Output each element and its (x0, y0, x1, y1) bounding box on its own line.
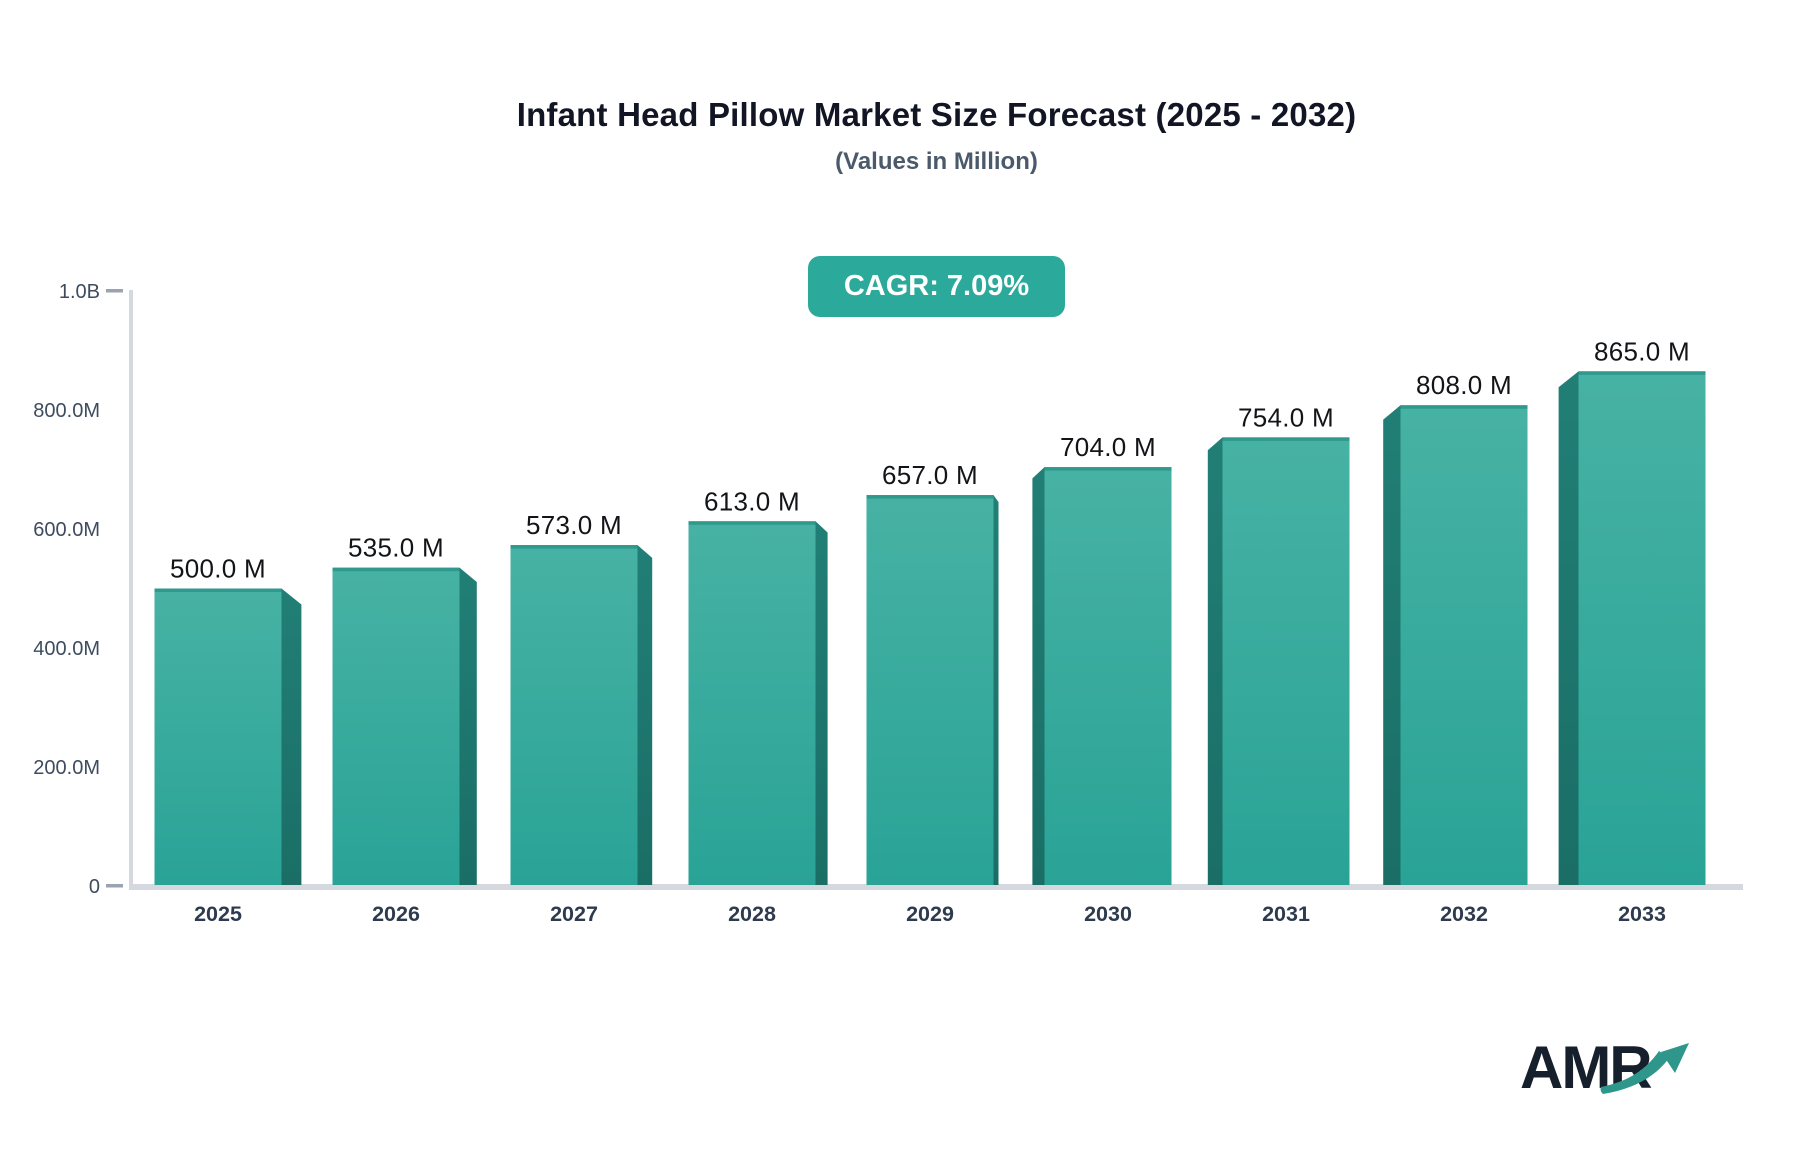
bar-main-face (1400, 405, 1528, 885)
y-tick-label: 600.0M (33, 519, 100, 541)
bar-main-face (866, 495, 994, 885)
bar-top-edge (332, 567, 460, 572)
y-tick-label: 400.0M (33, 638, 100, 660)
x-axis-label: 2027 (550, 902, 598, 926)
bar-value-label: 573.0 M (526, 510, 622, 540)
x-axis-label: 2032 (1440, 902, 1488, 926)
bar-top-edge (1578, 371, 1706, 375)
bar-side-face (637, 545, 653, 885)
chart-header: Infant Head Pillow Market Size Forecast … (131, 96, 1742, 176)
x-axis-label: 2030 (1084, 902, 1132, 926)
bar-2028: 613.0 M 2028 (688, 486, 828, 926)
cagr-badge: CAGR: 7.09% (807, 256, 1066, 317)
bar-main-face (154, 588, 282, 885)
bar-2029: 657.0 M 2029 (866, 460, 999, 926)
x-axis-label: 2028 (728, 902, 776, 926)
y-tick-label: 800.0M (33, 400, 100, 422)
bar-top-edge (1044, 467, 1172, 471)
bar-value-label: 535.0 M (348, 533, 444, 563)
growth-arrow-icon (1600, 1043, 1689, 1094)
x-axis-label: 2025 (194, 902, 242, 926)
y-axis-line (129, 290, 133, 890)
x-axis-line (129, 884, 1743, 890)
logo-text: AMR (1520, 1034, 1652, 1101)
x-axis-label: 2026 (372, 902, 420, 926)
bar-2025: 500.0 M 2025 (154, 554, 302, 926)
bar-side-face (1383, 405, 1401, 885)
bar-top-edge (688, 521, 816, 525)
bar-main-face (332, 567, 460, 885)
page-subtitle: (Values in Million) (835, 148, 1038, 175)
bar-side-face (281, 588, 302, 885)
y-tick-dash (106, 289, 123, 293)
bar-2027: 573.0 M 2027 (510, 510, 653, 926)
x-axis-label: 2033 (1618, 902, 1666, 926)
bar-side-face (1207, 437, 1223, 885)
bar-2030: 704.0 M 2030 (1032, 432, 1172, 926)
bar-side-face (1558, 371, 1579, 885)
bar-main-face (1222, 437, 1350, 885)
bar-2033: 865.0 M 2033 (1558, 336, 1706, 926)
bar-top-edge (154, 588, 282, 592)
bar-value-label: 500.0 M (170, 554, 266, 584)
x-axis-label: 2031 (1262, 902, 1310, 926)
bar-main-face (510, 545, 638, 885)
y-tick-label: 200.0M (33, 757, 100, 779)
bar-side-face (1032, 467, 1045, 885)
bar-main-face (1044, 467, 1172, 885)
bar-side-face (815, 521, 828, 885)
bar-value-label: 613.0 M (704, 486, 800, 516)
bar-2026: 535.0 M 2026 (332, 533, 477, 926)
bar-value-label: 754.0 M (1238, 402, 1334, 432)
y-tick-label: 1.0B (59, 281, 100, 303)
bar-top-edge (866, 495, 994, 499)
bar-value-label: 657.0 M (882, 460, 978, 490)
bar-2032: 808.0 M 2032 (1383, 370, 1528, 926)
bar-2031: 754.0 M 2031 (1207, 402, 1350, 926)
bar-main-face (688, 521, 816, 885)
y-tick-label: 0 (89, 876, 100, 898)
bar-side-face (993, 495, 999, 885)
amr-logo: AMR (1520, 1034, 1689, 1101)
bar-top-edge (1400, 405, 1528, 409)
bar-value-label: 808.0 M (1416, 370, 1512, 400)
x-axis-label: 2029 (906, 902, 954, 926)
bar-side-face (459, 567, 477, 885)
bar-main-face (1578, 371, 1706, 885)
cagr-badge-wrap: CAGR: 7.09% (131, 256, 1742, 317)
y-tick-dash (106, 884, 123, 888)
bar-top-edge (1222, 437, 1350, 441)
bar-value-label: 865.0 M (1594, 336, 1690, 366)
page-title: Infant Head Pillow Market Size Forecast … (516, 96, 1357, 133)
bar-top-edge (510, 545, 638, 549)
bar-value-label: 704.0 M (1060, 432, 1156, 462)
